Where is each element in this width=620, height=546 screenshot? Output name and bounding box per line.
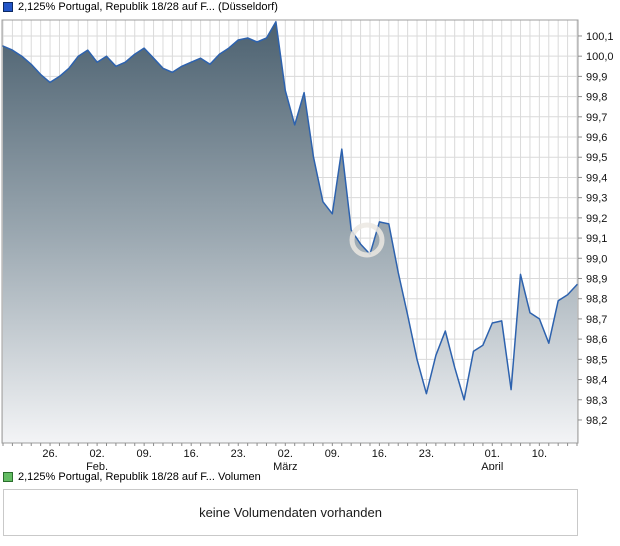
x-tick-label: 26. bbox=[42, 448, 57, 460]
y-tick-label: 98,7 bbox=[586, 314, 607, 326]
volume-series-swatch bbox=[3, 472, 13, 482]
watermark-icon bbox=[349, 222, 385, 258]
y-tick-label: 100,0 bbox=[586, 51, 614, 63]
y-tick-label: 98,2 bbox=[586, 415, 607, 427]
x-tick-label: 09. bbox=[325, 448, 340, 460]
y-tick-label: 99,0 bbox=[586, 253, 607, 265]
y-tick-label: 99,2 bbox=[586, 213, 607, 225]
x-tick-month-label: Feb. bbox=[86, 461, 108, 470]
y-tick-label: 99,5 bbox=[586, 152, 607, 164]
price-series-label: 2,125% Portugal, Republik 18/28 auf F...… bbox=[18, 1, 278, 13]
y-tick-label: 99,8 bbox=[586, 92, 607, 104]
y-tick-label: 99,3 bbox=[586, 193, 607, 205]
price-series-swatch bbox=[3, 2, 13, 12]
no-volume-message: keine Volumendaten vorhanden bbox=[199, 505, 382, 520]
x-tick-label: 16. bbox=[184, 448, 199, 460]
y-tick-label: 98,4 bbox=[586, 375, 607, 387]
x-tick-label: 02. bbox=[89, 448, 104, 460]
y-tick-label: 99,9 bbox=[586, 71, 607, 83]
x-tick-label: 02. bbox=[278, 448, 293, 460]
price-chart[interactable]: 100,1 100,0 99,9 99,8 99,7 99,6 99,5 99,4 99,3 99… bbox=[0, 0, 620, 470]
y-tick-label: 98,3 bbox=[586, 395, 607, 407]
volume-panel: keine Volumendaten vorhanden bbox=[3, 489, 578, 536]
x-tick-label: 01. bbox=[485, 448, 500, 460]
y-tick-label: 98,9 bbox=[586, 273, 607, 285]
x-tick-label: 10. bbox=[532, 448, 547, 460]
x-tick-label: 16. bbox=[372, 448, 387, 460]
y-tick-label: 98,5 bbox=[586, 354, 607, 366]
y-tick-label: 99,4 bbox=[586, 172, 607, 184]
price-legend: 2,125% Portugal, Republik 18/28 auf F...… bbox=[3, 1, 278, 13]
x-tick-label: 23. bbox=[419, 448, 434, 460]
y-tick-label: 98,6 bbox=[586, 334, 607, 346]
y-tick-label: 99,1 bbox=[586, 233, 607, 245]
price-line bbox=[2, 21, 578, 401]
y-tick-label: 100,1 bbox=[586, 31, 614, 43]
x-tick-label: 09. bbox=[136, 448, 151, 460]
y-tick-label: 99,6 bbox=[586, 132, 607, 144]
volume-legend: 2,125% Portugal, Republik 18/28 auf F...… bbox=[3, 471, 261, 483]
y-axis: 100,1 100,0 99,9 99,8 99,7 99,6 99,5 99,4 99,3 99… bbox=[578, 31, 614, 427]
volume-series-label: 2,125% Portugal, Republik 18/28 auf F...… bbox=[18, 471, 261, 483]
y-tick-label: 99,7 bbox=[586, 112, 607, 124]
price-area-fill bbox=[3, 21, 577, 444]
x-tick-month-label: April bbox=[481, 461, 503, 470]
plot-frame bbox=[1, 19, 579, 444]
x-tick-label: 23. bbox=[231, 448, 246, 460]
x-tick-month-label: März bbox=[273, 461, 297, 470]
y-tick-label: 98,8 bbox=[586, 294, 607, 306]
